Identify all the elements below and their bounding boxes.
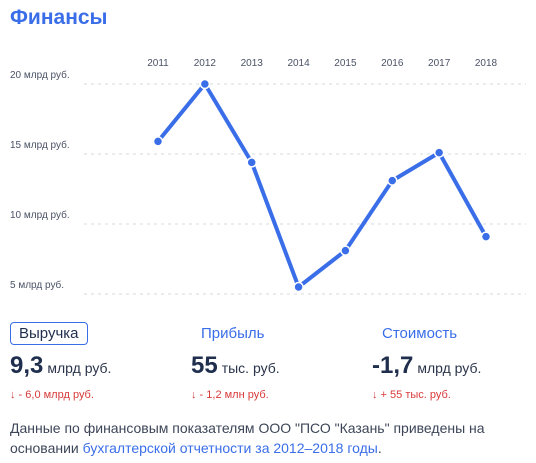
finance-line-chart: 20 млрд руб. 15 млрд руб. 10 млрд руб. 5 мл…: [10, 58, 526, 295]
data-point[interactable]: [152, 136, 164, 147]
source-note: Данные по финансовым показателям ООО "ПС…: [10, 418, 510, 458]
chart-series: [152, 78, 492, 293]
revenue-metric: 9,3 млрд руб.: [10, 352, 111, 380]
data-point[interactable]: [433, 147, 445, 158]
page-title: Финансы: [10, 6, 108, 29]
value-metric: -1,7 млрд руб.: [372, 352, 481, 380]
y-tick-label: 5 млрд руб.: [10, 279, 64, 291]
x-tick-label: 2016: [381, 58, 404, 69]
revenue-value: 9,3: [10, 352, 44, 379]
value-delta: ↓ + 55 тыс. руб.: [372, 389, 451, 401]
revenue-unit: млрд руб.: [47, 360, 112, 376]
series-line: [156, 82, 488, 289]
x-tick-label: 2012: [194, 58, 217, 69]
value-unit: млрд руб.: [417, 360, 482, 376]
data-point[interactable]: [199, 78, 211, 90]
x-tick-label: 2017: [428, 58, 451, 69]
data-point[interactable]: [480, 231, 492, 242]
tab-value[interactable]: Стоимость: [382, 325, 458, 342]
x-tick-label: 2018: [475, 58, 498, 69]
profit-metric: 55 тыс. руб.: [191, 352, 280, 380]
value-value: -1,7: [372, 352, 414, 379]
source-note-suffix: .: [377, 440, 382, 456]
source-report-link[interactable]: бухгалтерской отчетности за 2012–2018 го…: [82, 440, 378, 456]
y-tick-label: 10 млрд руб.: [10, 209, 70, 221]
x-tick-label: 2014: [287, 58, 310, 69]
profit-delta: ↓ - 1,2 млн руб.: [191, 389, 269, 401]
x-tick-label: 2011: [147, 58, 169, 69]
data-point[interactable]: [387, 175, 398, 186]
revenue-delta: ↓ - 6,0 млрд руб.: [10, 389, 94, 401]
x-tick-label: 2015: [334, 58, 357, 69]
y-tick-labels: 20 млрд руб. 15 млрд руб. 10 млрд руб. 5 мл…: [10, 69, 70, 291]
y-tick-label: 15 млрд руб.: [10, 139, 70, 151]
x-tick-label: 2013: [241, 58, 264, 69]
tab-profit[interactable]: Прибыль: [201, 325, 265, 342]
profit-unit: тыс. руб.: [221, 360, 280, 376]
y-tick-label: 20 млрд руб.: [10, 69, 70, 81]
profit-value: 55: [191, 352, 218, 379]
tab-revenue[interactable]: Выручка: [10, 322, 88, 345]
data-point[interactable]: [293, 281, 304, 293]
x-tick-labels: 2011 2012 2013 2014 2015 2016 2017 2018: [147, 58, 497, 69]
data-point[interactable]: [246, 157, 257, 168]
data-point[interactable]: [340, 245, 351, 256]
source-note-text: Данные по финансовым показателям ООО "ПС…: [10, 420, 485, 456]
